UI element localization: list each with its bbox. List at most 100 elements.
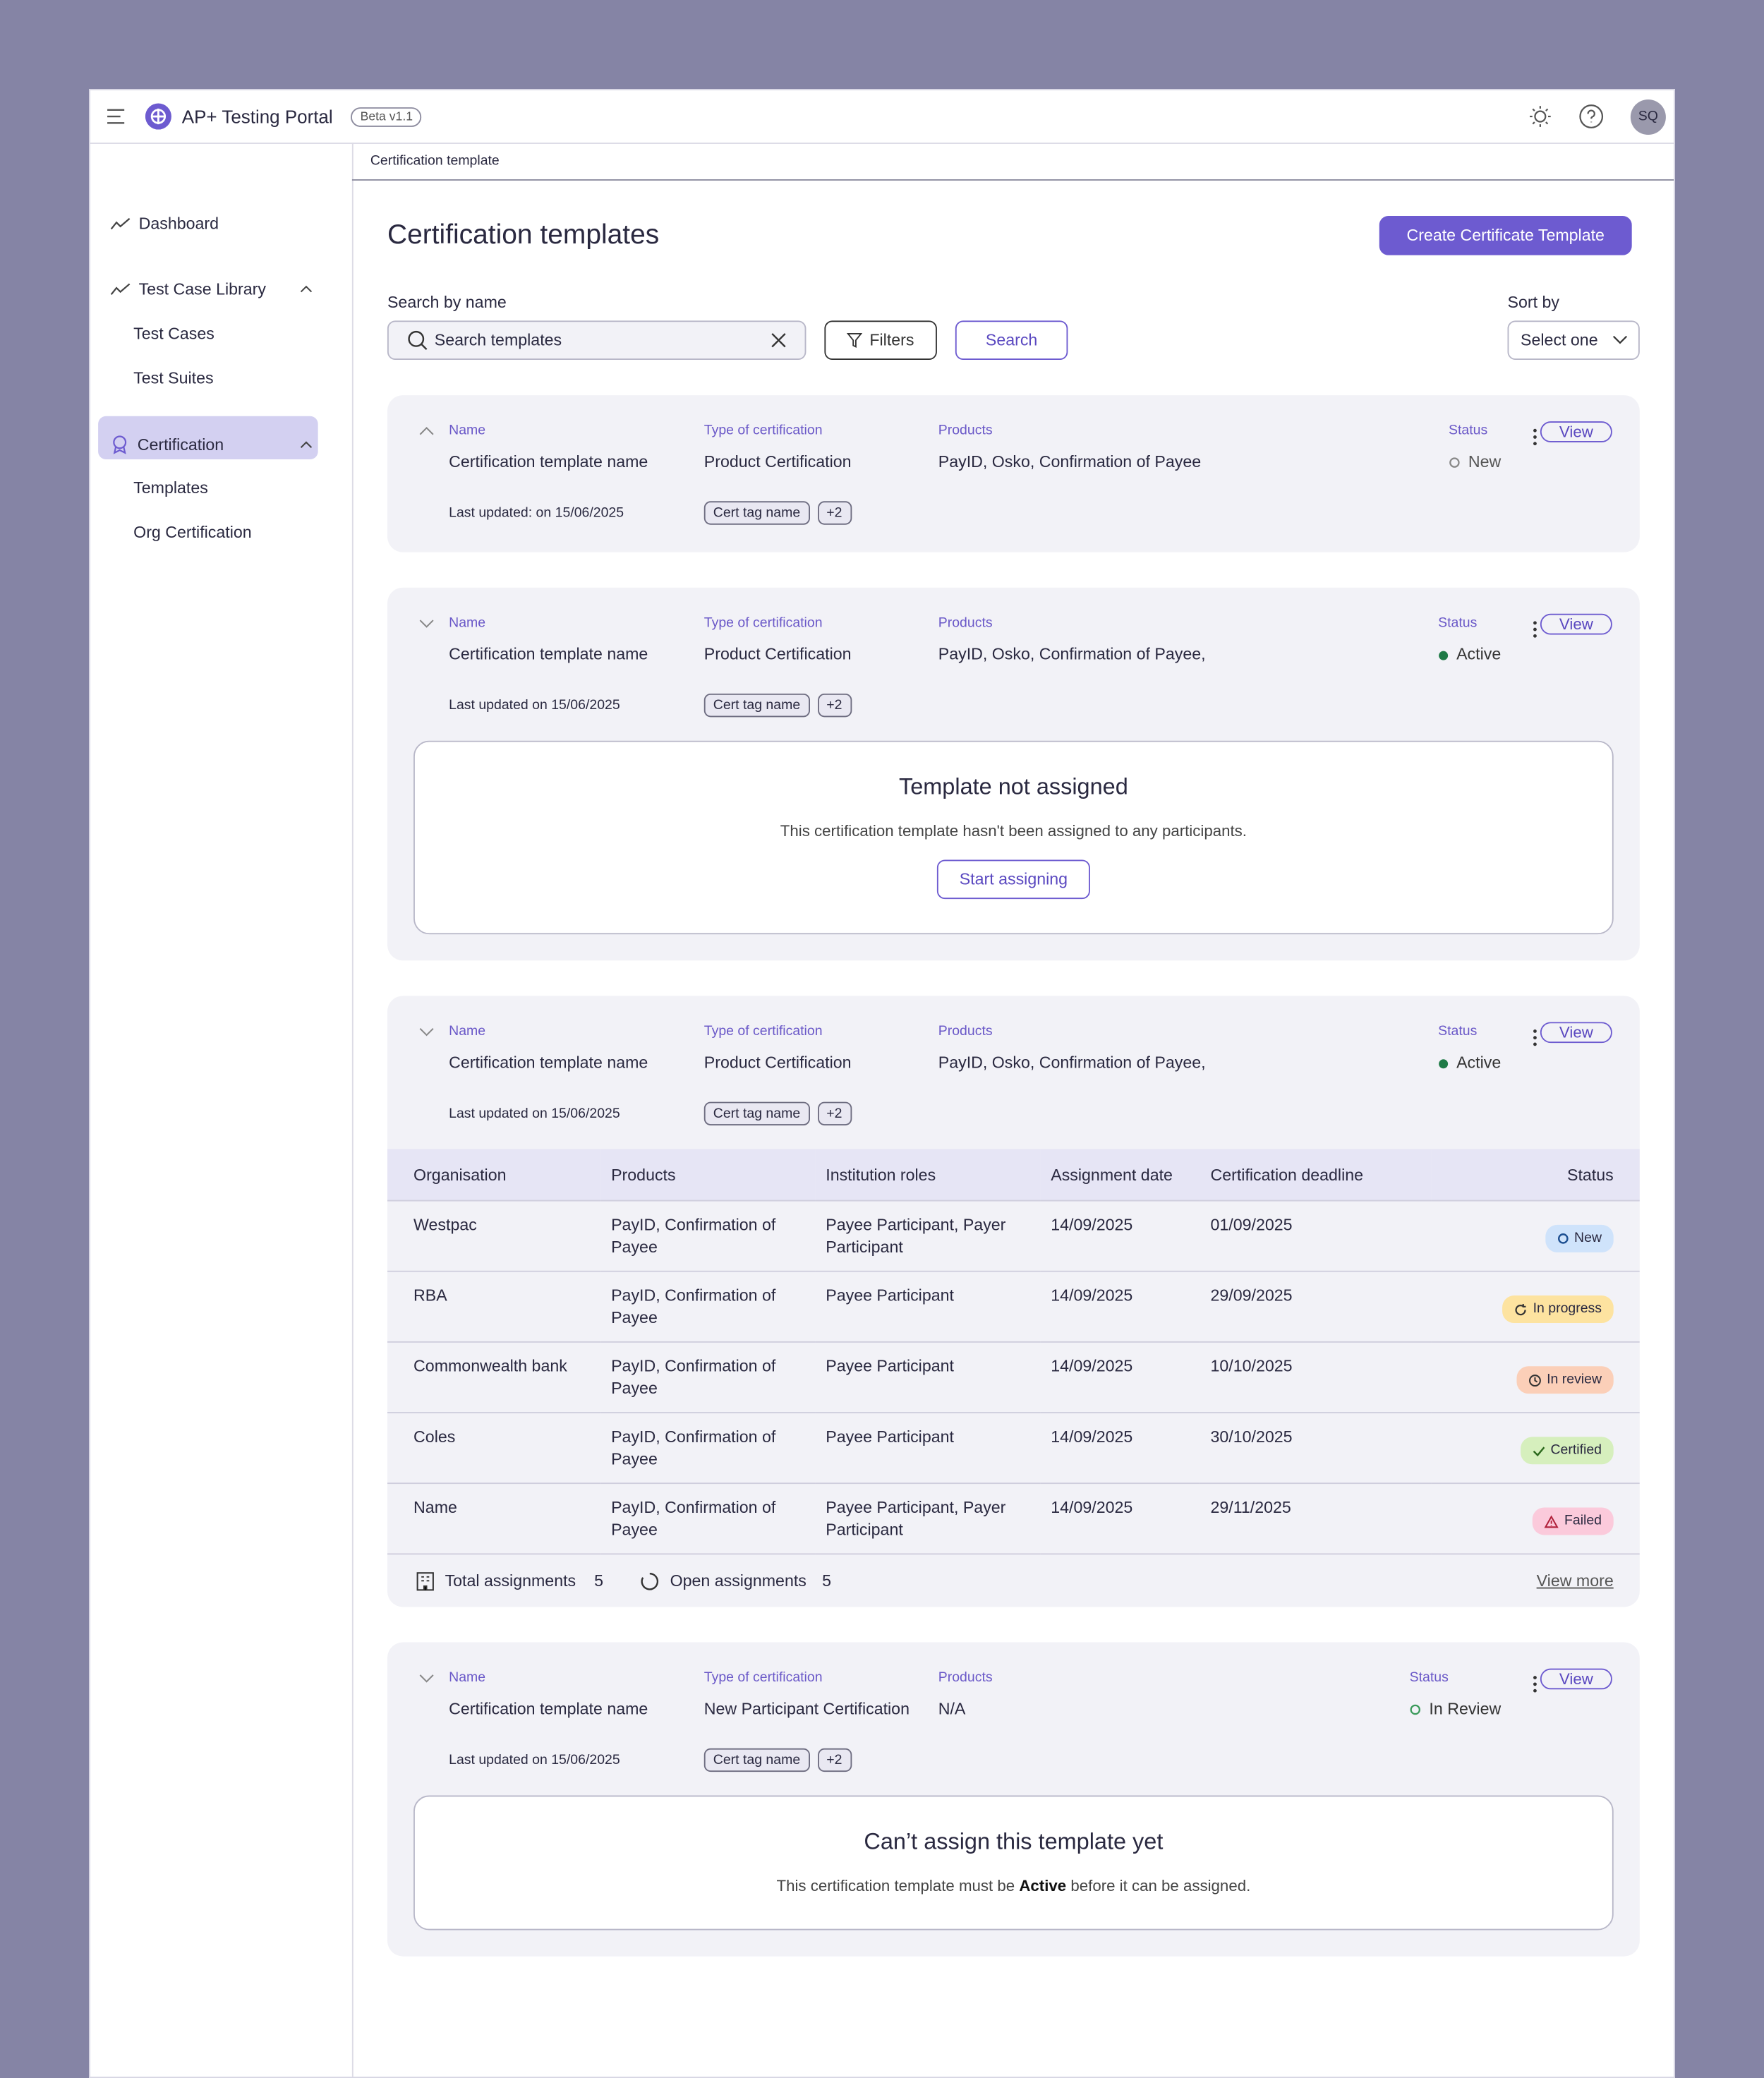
cell-text: Commonwealth bank bbox=[413, 1357, 567, 1376]
nav-item[interactable]: Certification bbox=[110, 435, 313, 454]
type-label: Type of certification bbox=[703, 423, 823, 439]
more-menu[interactable] bbox=[1501, 615, 1540, 639]
tags: Cert tag name +2 bbox=[703, 500, 938, 526]
more-menu[interactable] bbox=[1501, 1023, 1540, 1046]
clear-icon[interactable] bbox=[771, 332, 786, 348]
theme-icon[interactable] bbox=[1528, 104, 1552, 128]
filters-button[interactable]: Filters bbox=[824, 320, 937, 361]
pill-icon bbox=[1557, 1233, 1569, 1245]
expand-icon[interactable] bbox=[387, 1669, 449, 1683]
cell: Certified bbox=[1431, 1413, 1640, 1485]
cell-text: Payee Participant bbox=[826, 1427, 954, 1446]
tag: Cert tag name bbox=[703, 501, 810, 525]
sort-select[interactable]: Select one bbox=[1507, 320, 1640, 361]
nav-subitem[interactable]: Org Certification bbox=[133, 523, 252, 542]
pill-icon-svg bbox=[1533, 1446, 1545, 1456]
cell-text: Payee Participant, Payer Participant bbox=[826, 1498, 1006, 1540]
nav-subitem[interactable]: Templates bbox=[133, 478, 208, 497]
cell: PayID, Confirmation of Payee bbox=[600, 1341, 816, 1413]
empty-title: Template not assigned bbox=[898, 773, 1128, 800]
cell: 14/09/2025 bbox=[1040, 1341, 1200, 1413]
status-label: Status bbox=[1409, 1669, 1449, 1686]
type-label: Type of certification bbox=[703, 615, 823, 631]
status-value: Active bbox=[1438, 644, 1501, 666]
cell: Westpac bbox=[387, 1200, 601, 1272]
cell: 29/11/2025 bbox=[1200, 1483, 1432, 1555]
view-button[interactable]: View bbox=[1540, 421, 1612, 442]
open-icon bbox=[640, 1571, 660, 1590]
name-col: Name Certification template name Last upda… bbox=[449, 1669, 704, 1773]
status-value: Active bbox=[1438, 1052, 1501, 1075]
expand-icon[interactable] bbox=[387, 423, 449, 436]
pill-text: Certified bbox=[1550, 1442, 1602, 1458]
view-more-link[interactable]: View more bbox=[1536, 1571, 1614, 1590]
menu-icon[interactable] bbox=[106, 107, 127, 126]
cell: PayID, Confirmation of Payee bbox=[600, 1200, 816, 1272]
cell-text: 10/10/2025 bbox=[1210, 1357, 1293, 1376]
tag: Cert tag name bbox=[703, 693, 810, 718]
column-header: Assignment date bbox=[1040, 1149, 1200, 1202]
status-label: Status bbox=[1438, 615, 1478, 631]
tag: Cert tag name bbox=[703, 1748, 810, 1772]
cell-text: 29/11/2025 bbox=[1210, 1498, 1291, 1517]
cell-text: Payee Participant, Payer Participant bbox=[826, 1215, 1006, 1257]
products-label: Products bbox=[938, 615, 993, 631]
cell-text: 14/09/2025 bbox=[1051, 1357, 1133, 1376]
create-button[interactable]: Create Certificate Template bbox=[1379, 216, 1632, 255]
table-row: Westpac PayID, Confirmation of Payee Payee… bbox=[387, 1200, 1640, 1272]
help-icon[interactable] bbox=[1578, 104, 1605, 130]
pill-text: New bbox=[1574, 1230, 1602, 1246]
nav-item[interactable]: Test Case Library bbox=[110, 280, 313, 298]
products-label: Products bbox=[938, 1669, 993, 1686]
pill-text: In progress bbox=[1533, 1300, 1602, 1317]
status-value: New bbox=[1449, 452, 1501, 474]
card-header: Name Certification template name Last upda… bbox=[387, 996, 1640, 1149]
tag-more: +2 bbox=[817, 1101, 852, 1125]
cell: Name bbox=[387, 1483, 601, 1555]
table-row: Commonwealth bank PayID, Confirmation of … bbox=[387, 1341, 1640, 1413]
status-text: In Review bbox=[1429, 1700, 1502, 1719]
more-menu[interactable] bbox=[1501, 423, 1540, 446]
view-button[interactable]: View bbox=[1540, 613, 1612, 635]
table-row: Coles PayID, Confirmation of Payee Payee P… bbox=[387, 1413, 1640, 1485]
expand-icon[interactable] bbox=[387, 1023, 449, 1037]
search-button[interactable]: Search bbox=[955, 320, 1068, 361]
last-updated: Last updated on 15/06/2025 bbox=[449, 1106, 620, 1122]
type-value: Product Certification bbox=[703, 1053, 852, 1072]
cell-text: Westpac bbox=[413, 1215, 477, 1234]
nav-item[interactable]: Dashboard bbox=[110, 215, 313, 233]
cell: Failed bbox=[1431, 1483, 1640, 1555]
cell: In progress bbox=[1431, 1271, 1640, 1343]
cell: Payee Participant bbox=[815, 1341, 1041, 1413]
cell-text: Payee Participant bbox=[826, 1357, 954, 1376]
cell: Payee Participant bbox=[815, 1271, 1041, 1343]
pill-icon-svg bbox=[1528, 1374, 1541, 1387]
breadcrumb[interactable]: Certification template bbox=[351, 143, 1674, 181]
status-text: Active bbox=[1456, 645, 1502, 664]
expand-icon[interactable] bbox=[387, 615, 449, 629]
search-input[interactable]: Search templates bbox=[387, 320, 807, 361]
cell-text: 01/09/2025 bbox=[1210, 1215, 1293, 1234]
status-dot-svg bbox=[1449, 457, 1460, 468]
avatar[interactable]: SQ bbox=[1630, 99, 1666, 135]
open-label: Open assignments bbox=[670, 1571, 807, 1590]
nav-subitem[interactable]: Test Suites bbox=[133, 368, 214, 387]
view-button[interactable]: View bbox=[1540, 1668, 1612, 1690]
name-label: Name bbox=[449, 1669, 486, 1686]
status-col: Status In Review bbox=[1410, 1669, 1502, 1720]
cell-text: PayID, Confirmation of Payee bbox=[611, 1215, 776, 1257]
status-pill: Certified bbox=[1520, 1437, 1614, 1465]
search-placeholder: Search templates bbox=[434, 331, 562, 350]
pill-text: In review bbox=[1547, 1371, 1602, 1387]
nav-label: Test Case Library bbox=[138, 279, 266, 298]
start-button[interactable]: Start assigning bbox=[936, 859, 1090, 900]
nav-subitem[interactable]: Test Cases bbox=[133, 324, 215, 343]
view-button[interactable]: View bbox=[1540, 1022, 1612, 1044]
more-menu[interactable] bbox=[1501, 1669, 1540, 1693]
nav-icon bbox=[110, 217, 131, 231]
collapse-icon-svg bbox=[300, 440, 313, 448]
type-value: Product Certification bbox=[703, 645, 852, 664]
column-header: Status bbox=[1431, 1149, 1640, 1202]
nav-icon bbox=[110, 283, 131, 296]
tag-more: +2 bbox=[817, 1748, 852, 1772]
